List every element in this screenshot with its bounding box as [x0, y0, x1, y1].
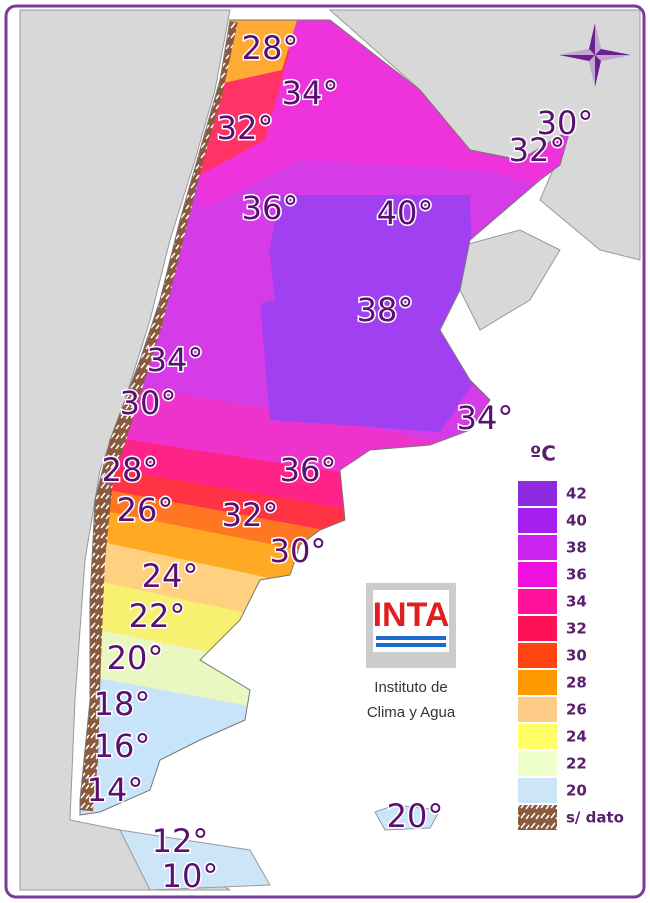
isotherm-label: 30° — [270, 532, 327, 570]
legend-label: 34 — [566, 593, 587, 611]
logo-caption: Clima y Agua — [367, 704, 456, 721]
isotherm-label: 10° — [162, 857, 219, 895]
legend-swatch — [518, 481, 557, 506]
compass — [559, 23, 631, 87]
tierra-del-fuego — [119, 829, 271, 891]
isotherm-label: 40° — [377, 194, 434, 232]
logo: INTA Instituto de Clima y Agua — [366, 583, 456, 721]
isotherm-label: 32° — [222, 496, 279, 534]
malvinas — [374, 804, 441, 831]
isotherm-label: 38° — [357, 291, 414, 329]
logo-stripe — [376, 643, 446, 647]
isotherm-label: 20° — [107, 639, 164, 677]
isotherm-label: 18° — [94, 685, 151, 723]
legend-swatch — [518, 751, 557, 776]
legend-label: 24 — [566, 728, 587, 746]
isotherm-label: 34° — [282, 74, 339, 112]
legend-swatch — [518, 508, 557, 533]
legend-label: 26 — [566, 701, 587, 719]
legend-swatch — [518, 562, 557, 587]
legend-swatch — [518, 616, 557, 641]
isotherm-label: 20° — [387, 797, 444, 835]
isotherm-label: 14° — [87, 771, 144, 809]
isotherm-label: 30° — [120, 384, 177, 422]
legend-label: 36 — [566, 566, 587, 584]
isotherm-label: 36° — [242, 189, 299, 227]
isotherm-label: 16° — [94, 727, 151, 765]
isotherm-label: 30° — [537, 104, 594, 142]
legend-swatch — [518, 778, 557, 803]
legend-swatch — [518, 805, 557, 830]
legend-swatch — [518, 535, 557, 560]
legend-swatch — [518, 643, 557, 668]
legend-label: 38 — [566, 539, 587, 557]
legend-label: 22 — [566, 755, 587, 773]
legend-swatch — [518, 670, 557, 695]
legend-label: 30 — [566, 647, 587, 665]
legend-swatch — [518, 589, 557, 614]
isotherm-labels: 28°34°32° 30°32°36° 40°38°34°30° 34°36°28°2… — [85, 28, 595, 897]
legend-label: 28 — [566, 674, 587, 692]
isotherm-label: 12° — [152, 822, 209, 860]
frame — [4, 4, 646, 899]
country-outline — [79, 19, 571, 816]
legend-label: 42 — [566, 485, 587, 503]
isotherm-label: 24° — [142, 557, 199, 595]
logo-stripe — [376, 636, 446, 640]
isotherm-label: 32° — [509, 131, 566, 169]
legend: ºC 42 40 38 36 34 32 30 28 26 24 22 20 s/ dato — [518, 442, 624, 830]
logo-caption: Instituto de — [374, 679, 447, 696]
legend-label: s/ dato — [566, 809, 624, 827]
isotherm-label: 28° — [102, 451, 159, 489]
legend-title: ºC — [530, 442, 556, 466]
isotherm-label: 32° — [217, 109, 274, 147]
logo-text: INTA — [373, 596, 450, 634]
legend-label: 32 — [566, 620, 587, 638]
isotherm-label: 28° — [242, 29, 299, 67]
isotherm-label: 26° — [117, 491, 174, 529]
isotherm-label: 34° — [457, 399, 514, 437]
isotherm-label: 34° — [147, 341, 204, 379]
logo-inner — [373, 590, 449, 652]
isotherm-label: 22° — [129, 597, 186, 635]
legend-label: 20 — [566, 782, 587, 800]
legend-swatch — [518, 724, 557, 749]
legend-swatch — [518, 697, 557, 722]
isotherm-label: 36° — [280, 451, 337, 489]
legend-label: 40 — [566, 512, 587, 530]
